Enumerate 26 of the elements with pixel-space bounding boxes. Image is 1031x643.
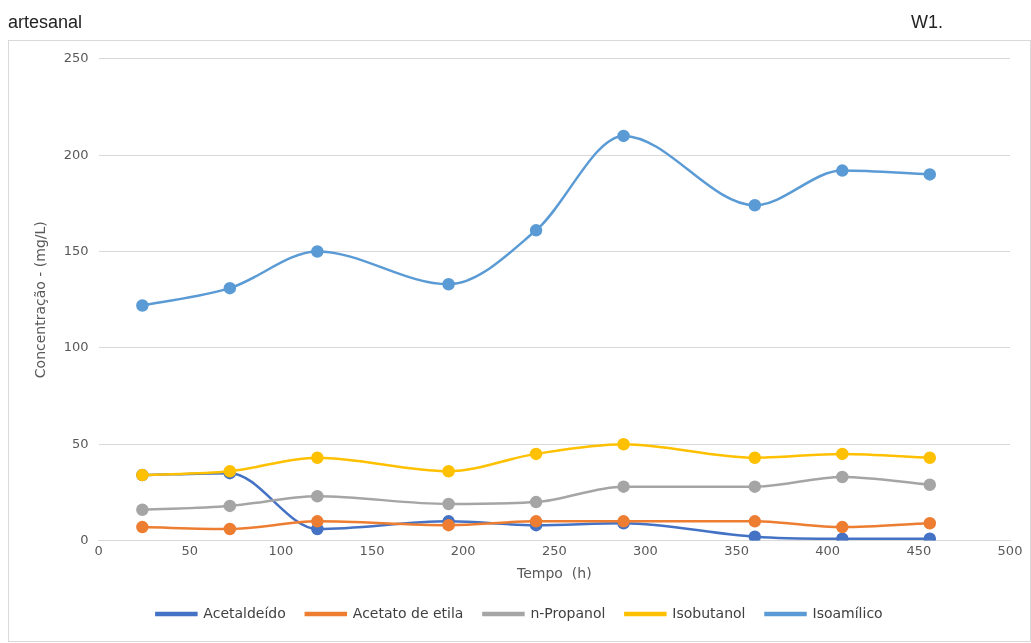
x-tick-label: 100 [268, 542, 294, 558]
y-tick-label: 200 [63, 146, 89, 162]
legend-label: Isobutanol [672, 604, 746, 621]
x-tick-label: 450 [906, 542, 932, 558]
text: artesanal [8, 12, 83, 33]
y-tick-label: 0 [80, 531, 89, 547]
x-tick-label: 500 [997, 542, 1023, 558]
x-tick-label: 250 [541, 542, 567, 558]
x-tick-label: 150 [359, 542, 385, 558]
y-tick-label: 100 [63, 339, 89, 355]
legend-label: Acetato de etila [352, 604, 464, 621]
x-axis-title: Tempo (h) [516, 565, 592, 582]
y-tick-label: 50 [72, 435, 89, 451]
legend-label: Isoamílico [812, 604, 883, 621]
x-tick-label: 350 [724, 542, 749, 558]
legend-label: Acetaldeído [203, 604, 286, 621]
text: W1. [910, 12, 943, 33]
x-tick-label: 200 [450, 542, 476, 558]
x-tick-label: 50 [181, 542, 199, 558]
legend-label: n-Propanol [530, 604, 606, 621]
y-tick-label: 250 [63, 50, 89, 66]
y-tick-label: 150 [63, 242, 89, 258]
x-tick-label: 0 [94, 542, 103, 558]
x-tick-label: 300 [633, 542, 658, 558]
x-tick-label: 400 [815, 542, 841, 558]
y-axis-title: Concentração - (mg/L) [32, 221, 49, 379]
